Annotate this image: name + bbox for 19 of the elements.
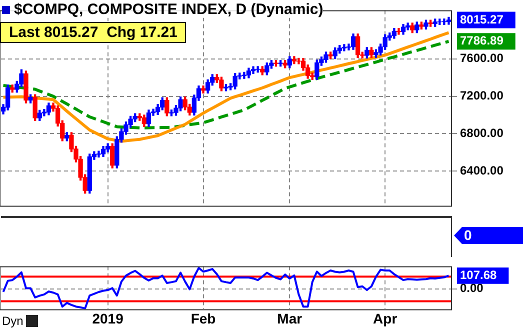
y-tick-label: 6800.00 [460,126,504,140]
annotation: Last 8015.27 Chg 17.21 [0,22,186,43]
x-tick-label: Apr [373,310,398,326]
x-tick-label: 2019 [92,310,124,326]
text: 0 [454,227,523,244]
y-tick-label: 6400.00 [460,163,504,178]
y-tick-label: 7600.00 [460,51,504,66]
y-tick-label: 7200.00 [460,88,504,103]
candlestick [255,66,260,73]
text: Dyn [2,314,24,328]
y-tick-label: 7786.89 [460,34,504,48]
y-tick-label: 8015.27 [460,12,504,26]
candlestick [342,44,347,52]
y-tick-label: 0.00 [460,281,484,296]
candlestick [242,72,247,79]
y-tick-label: 107.68 [460,268,498,282]
chart-title: $COMPQ, COMPOSITE INDEX, D (Dynamic) [14,1,324,18]
x-tick-label: Feb [190,310,216,326]
x-tick-label: Mar [277,310,303,326]
